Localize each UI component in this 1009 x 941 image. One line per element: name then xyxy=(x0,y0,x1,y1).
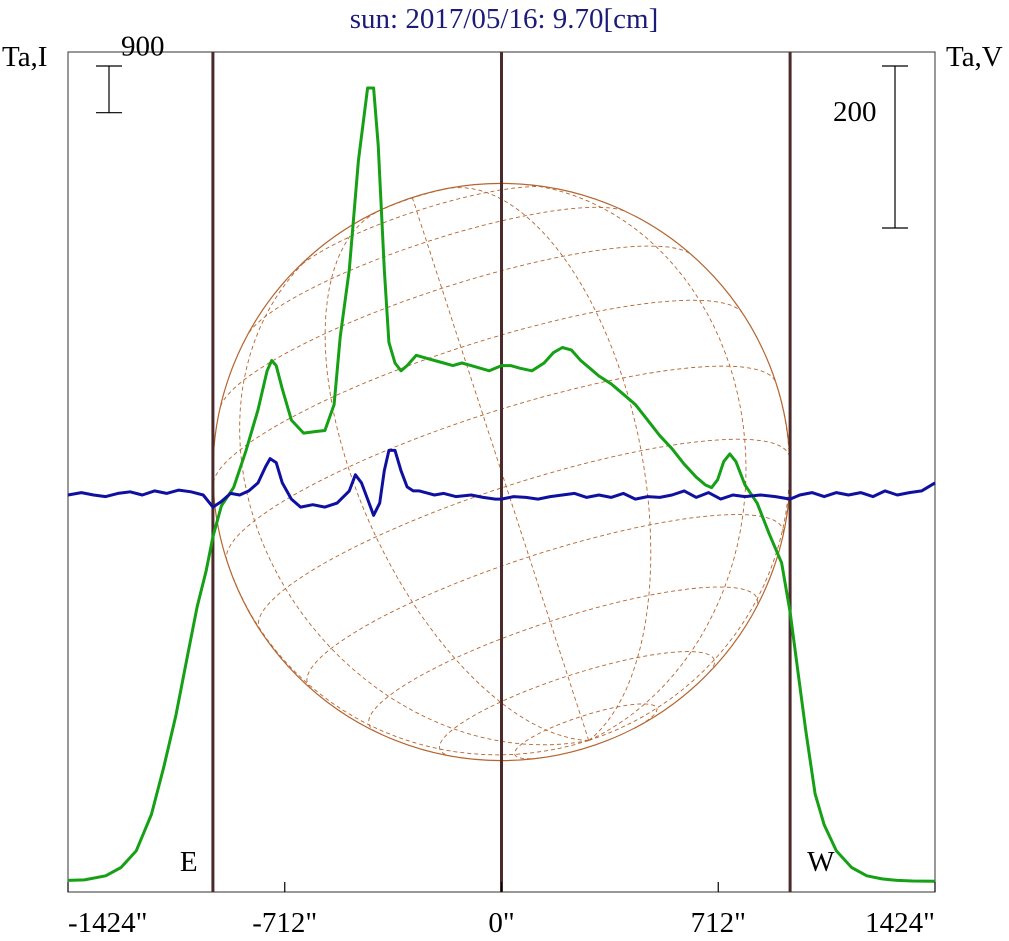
x-tick-label: 712" xyxy=(691,907,746,939)
x-tick-label: -1424" xyxy=(68,907,148,939)
left-axis-label: Ta,I xyxy=(2,41,47,73)
x-tick-label: 0" xyxy=(488,907,514,939)
x-tick-label: 1424" xyxy=(865,907,935,939)
left-scale-bar-label: 900 xyxy=(121,30,165,62)
chart-title: sun: 2017/05/16: 9.70[cm] xyxy=(350,3,659,35)
east-limb-label: E xyxy=(180,846,198,878)
right-axis-label: Ta,V xyxy=(946,41,1003,73)
west-limb-label: W xyxy=(807,846,835,878)
right-scale-bar-label: 200 xyxy=(833,96,877,128)
x-tick-label: -712" xyxy=(252,907,317,939)
